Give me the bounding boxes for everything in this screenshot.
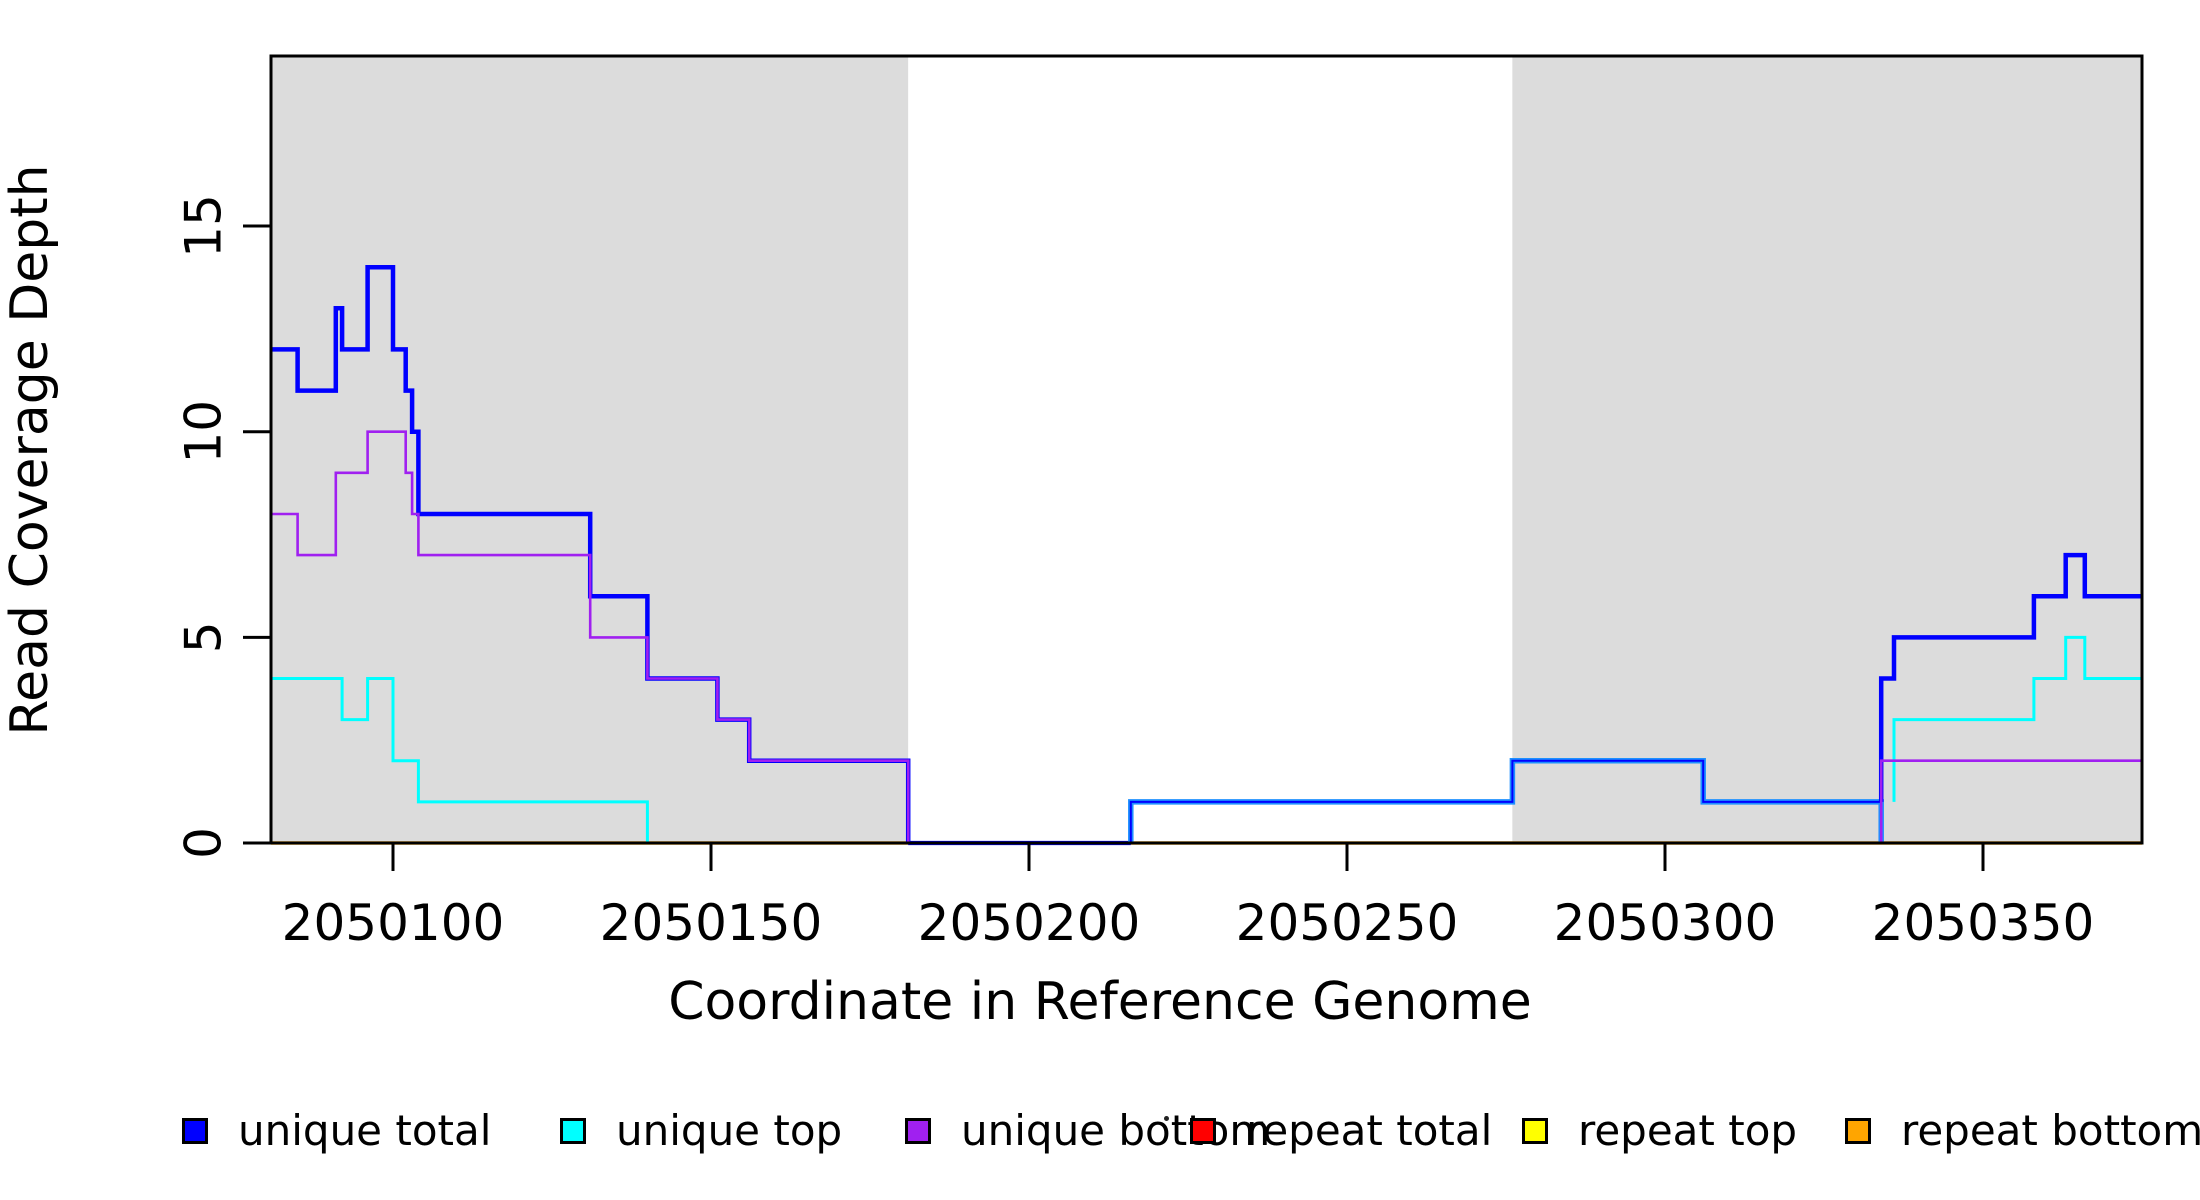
legend-swatch-unique-bottom	[905, 1117, 931, 1144]
x-tick-label: 2050350	[1872, 894, 2095, 952]
legend-item-unique-total: unique total	[182, 1106, 491, 1155]
y-tick-label: 15	[175, 194, 233, 258]
y-tick-label: 0	[175, 827, 233, 859]
legend-item-repeat-bottom: repeat bottom	[1845, 1106, 2200, 1155]
legend-item-repeat-total: repeat total	[1190, 1106, 1492, 1155]
x-axis-title: Coordinate in Reference Genome	[668, 972, 1532, 1032]
left-gray-band	[270, 56, 909, 843]
unique-top-right-line	[1892, 635, 2142, 802]
unique-bottom-right-line	[1879, 759, 2142, 843]
legend-label: unique total	[238, 1106, 492, 1155]
x-tick-label: 2050200	[918, 894, 1141, 952]
legend-swatch-unique-top	[560, 1117, 586, 1144]
legend-label: unique top	[616, 1106, 843, 1155]
unique-bottom-left-line	[270, 430, 910, 843]
x-tick-label: 2050150	[600, 894, 823, 952]
legend-swatch-repeat-top	[1522, 1117, 1548, 1144]
stray-dot	[1164, 1116, 1169, 1121]
legend-label: repeat bottom	[1901, 1106, 2200, 1155]
legend-swatch-repeat-total	[1190, 1117, 1216, 1144]
x-tick-label: 2050100	[282, 894, 505, 952]
y-tick-label: 10	[175, 400, 233, 464]
legend: unique total unique top unique bottom repea…	[0, 1106, 2200, 1166]
right-gray-band	[1512, 56, 2142, 843]
legend-item-unique-top: unique top	[560, 1106, 842, 1155]
x-tick-label: 2050300	[1554, 894, 1777, 952]
unique-top-left-line	[270, 677, 649, 843]
x-tick-label: 2050250	[1236, 894, 1459, 952]
legend-label: repeat total	[1246, 1106, 1493, 1155]
legend-swatch-repeat-bottom	[1845, 1117, 1871, 1144]
plot-border	[269, 54, 2144, 845]
legend-item-repeat-top: repeat top	[1522, 1106, 1797, 1155]
unique-total-mid-core-line	[1129, 759, 1882, 843]
y-tick-label: 5	[175, 621, 233, 653]
legend-swatch-unique-total	[182, 1117, 208, 1144]
y-axis-title: Read Coverage Depth	[0, 164, 60, 736]
legend-label: unique bottom	[961, 1106, 1271, 1155]
unique-total-right-line	[1878, 552, 2142, 802]
legend-label: repeat top	[1578, 1106, 1798, 1155]
legend-item-unique-bottom: unique bottom	[905, 1106, 1270, 1155]
